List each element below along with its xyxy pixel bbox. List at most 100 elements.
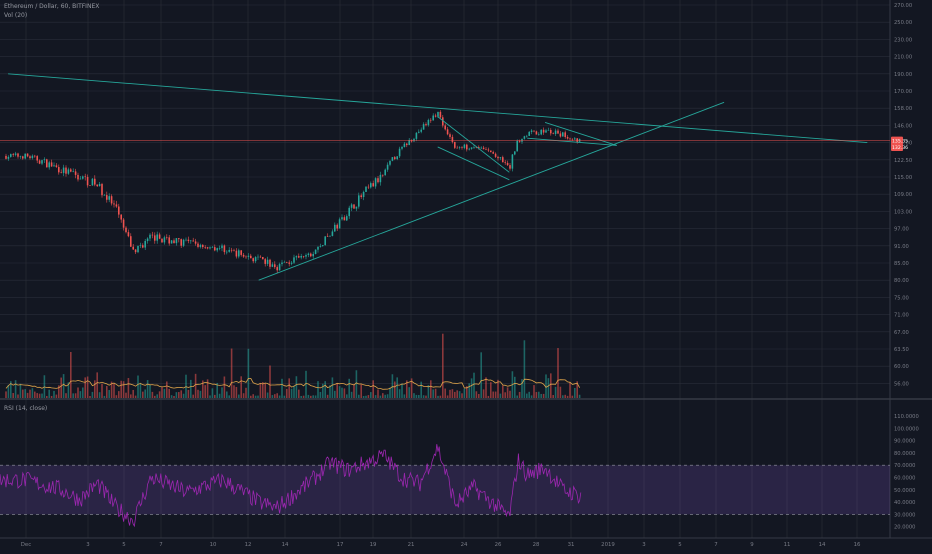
price-axis-label: 122.50: [894, 158, 912, 164]
trendline-2[interactable]: [258, 101, 725, 281]
candle-body: [314, 249, 317, 254]
candle-body: [55, 165, 58, 168]
volume-bar: [226, 391, 228, 398]
volume-bar: [533, 385, 535, 398]
time-axis-label: 28: [533, 542, 540, 548]
volume-bar: [130, 394, 132, 398]
rsi-legend[interactable]: RSI (14, close): [4, 405, 48, 412]
candle-body: [571, 138, 574, 140]
volume-bar: [458, 391, 461, 398]
candle-body: [530, 130, 533, 132]
volume-bar: [24, 389, 26, 398]
rsi-axis-label: 50.0000: [894, 488, 915, 494]
candle-body: [247, 255, 250, 257]
candle-body: [223, 245, 226, 253]
volume-bar: [374, 395, 377, 398]
volume-bar: [350, 391, 353, 398]
candle-body: [110, 196, 113, 204]
candle-body: [77, 174, 79, 180]
time-axis-label: 26: [495, 542, 502, 548]
volume-bar: [391, 374, 394, 398]
candle-body: [427, 119, 430, 126]
candle-body: [149, 234, 151, 239]
volume-bar: [170, 395, 173, 398]
candle-body: [24, 153, 26, 159]
candle-body: [204, 246, 206, 248]
trendline-4[interactable]: [437, 146, 510, 181]
volume-bar: [454, 391, 456, 398]
volume-bar: [506, 387, 509, 398]
candle-body: [134, 249, 137, 253]
volume-bar: [55, 394, 58, 398]
volume-bar: [26, 392, 29, 398]
candle-body: [276, 267, 278, 271]
volume-bar: [439, 395, 442, 398]
trendline-3[interactable]: [437, 116, 510, 173]
volume-bar: [242, 393, 245, 398]
symbol-legend[interactable]: Ethereum / Dollar, 60, BITFINEX: [4, 3, 100, 10]
candle-body: [487, 149, 490, 151]
volume-bar: [449, 389, 451, 398]
volume-bar: [509, 390, 511, 398]
volume-bar: [413, 393, 415, 398]
candle-body: [396, 156, 398, 160]
candle-body: [518, 140, 521, 142]
volume-bar: [432, 389, 434, 398]
candle-body: [180, 239, 182, 246]
volume-bar: [192, 394, 194, 398]
candle-body: [533, 130, 535, 132]
candle-body: [259, 256, 262, 258]
volume-legend[interactable]: Vol (20): [4, 12, 28, 19]
candle-body: [566, 137, 569, 139]
volume-bar: [444, 388, 446, 398]
volume-bar: [70, 352, 72, 398]
candle-body: [290, 262, 293, 264]
candle-body: [53, 165, 55, 167]
volume-bar: [233, 385, 235, 398]
candle-body: [286, 262, 288, 263]
candle-body: [406, 143, 408, 146]
volume-bar: [305, 370, 307, 398]
volume-bar: [355, 370, 358, 398]
price-axis-label: 56.00: [894, 381, 909, 387]
volume-bar: [269, 365, 271, 398]
volume-bar: [34, 391, 36, 398]
volume-bar: [182, 393, 185, 398]
volume-bar: [372, 380, 374, 398]
candle-body: [48, 162, 50, 168]
volume-bar: [420, 381, 422, 398]
candle-body: [444, 125, 446, 130]
volume-bar: [482, 389, 485, 398]
volume-bar: [382, 393, 384, 398]
volume-bar: [122, 381, 125, 398]
trendline-5[interactable]: [544, 122, 617, 146]
volume-bar: [257, 395, 259, 398]
volume-bar: [180, 390, 182, 398]
candle-body: [89, 185, 91, 186]
volume-bar: [566, 395, 569, 398]
volume-bar: [398, 389, 401, 398]
candle-body: [192, 240, 194, 242]
trendline-1[interactable]: [8, 73, 868, 144]
volume-bar: [211, 388, 214, 398]
volume-bar: [312, 395, 314, 398]
candle-body: [442, 117, 444, 126]
volume-bar: [528, 391, 530, 398]
candle-body: [106, 195, 108, 200]
candle-body: [118, 206, 120, 215]
volume-bar: [418, 394, 420, 398]
candle-body: [120, 214, 122, 220]
volume-bar: [166, 381, 168, 398]
candle-body: [170, 240, 173, 244]
candle-body: [362, 191, 365, 198]
volume-bar: [137, 375, 139, 398]
time-axis-label: 11: [784, 542, 791, 548]
volume-bar: [17, 394, 19, 398]
candle-body: [528, 131, 530, 136]
time-axis-label: 2019: [601, 542, 615, 548]
price-axis-label: 250.00: [894, 20, 912, 26]
volume-bar: [84, 377, 86, 398]
trendline-6[interactable]: [527, 137, 617, 146]
